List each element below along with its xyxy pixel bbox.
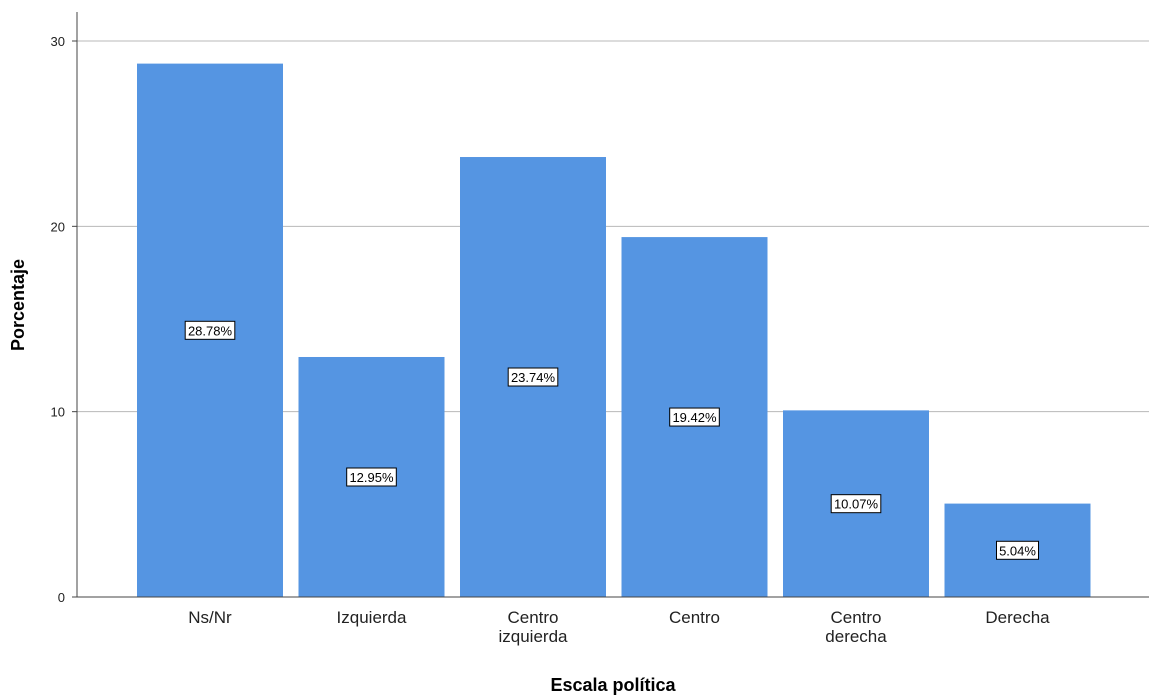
y-tick-label: 30 bbox=[51, 34, 65, 49]
y-tick-label: 0 bbox=[58, 590, 65, 605]
axes bbox=[76, 12, 1149, 598]
data-label: 23.74% bbox=[507, 367, 559, 387]
y-tick-label: 20 bbox=[51, 219, 65, 234]
x-tick-label: Izquierda bbox=[337, 608, 407, 627]
x-tick-label: Centro derecha bbox=[825, 608, 887, 646]
svg-text:28.78%: 28.78% bbox=[188, 323, 233, 338]
svg-text:5.04%: 5.04% bbox=[999, 543, 1036, 558]
x-tick-label: Centro bbox=[669, 608, 720, 627]
svg-text:23.74%: 23.74% bbox=[511, 370, 556, 385]
svg-text:12.95%: 12.95% bbox=[349, 470, 394, 485]
x-tick-label: Centro izquierda bbox=[499, 608, 569, 646]
svg-text:19.42%: 19.42% bbox=[672, 410, 717, 425]
data-label: 19.42% bbox=[669, 407, 720, 427]
data-label: 5.04% bbox=[996, 540, 1039, 560]
y-tick-labels: 0 10 20 30 bbox=[51, 34, 65, 605]
bars bbox=[137, 63, 1091, 598]
svg-text:10.07%: 10.07% bbox=[834, 497, 879, 512]
data-label: 12.95% bbox=[346, 467, 397, 487]
x-tick-label: Ns/Nr bbox=[188, 608, 232, 627]
x-tick-label: Derecha bbox=[985, 608, 1050, 627]
data-label: 28.78% bbox=[184, 320, 236, 340]
data-label: 10.07% bbox=[830, 494, 882, 514]
y-tick-label: 10 bbox=[51, 405, 65, 420]
x-axis-title: Escala política bbox=[550, 675, 676, 695]
y-axis-title: Porcentaje bbox=[8, 259, 28, 351]
data-labels: 28.78% 12.95% 23.74% 19.42% 10.07% 5.04% bbox=[184, 320, 1039, 560]
x-tick-labels: Ns/Nr Izquierda Centro izquierda Centro Centr… bbox=[188, 608, 1050, 646]
